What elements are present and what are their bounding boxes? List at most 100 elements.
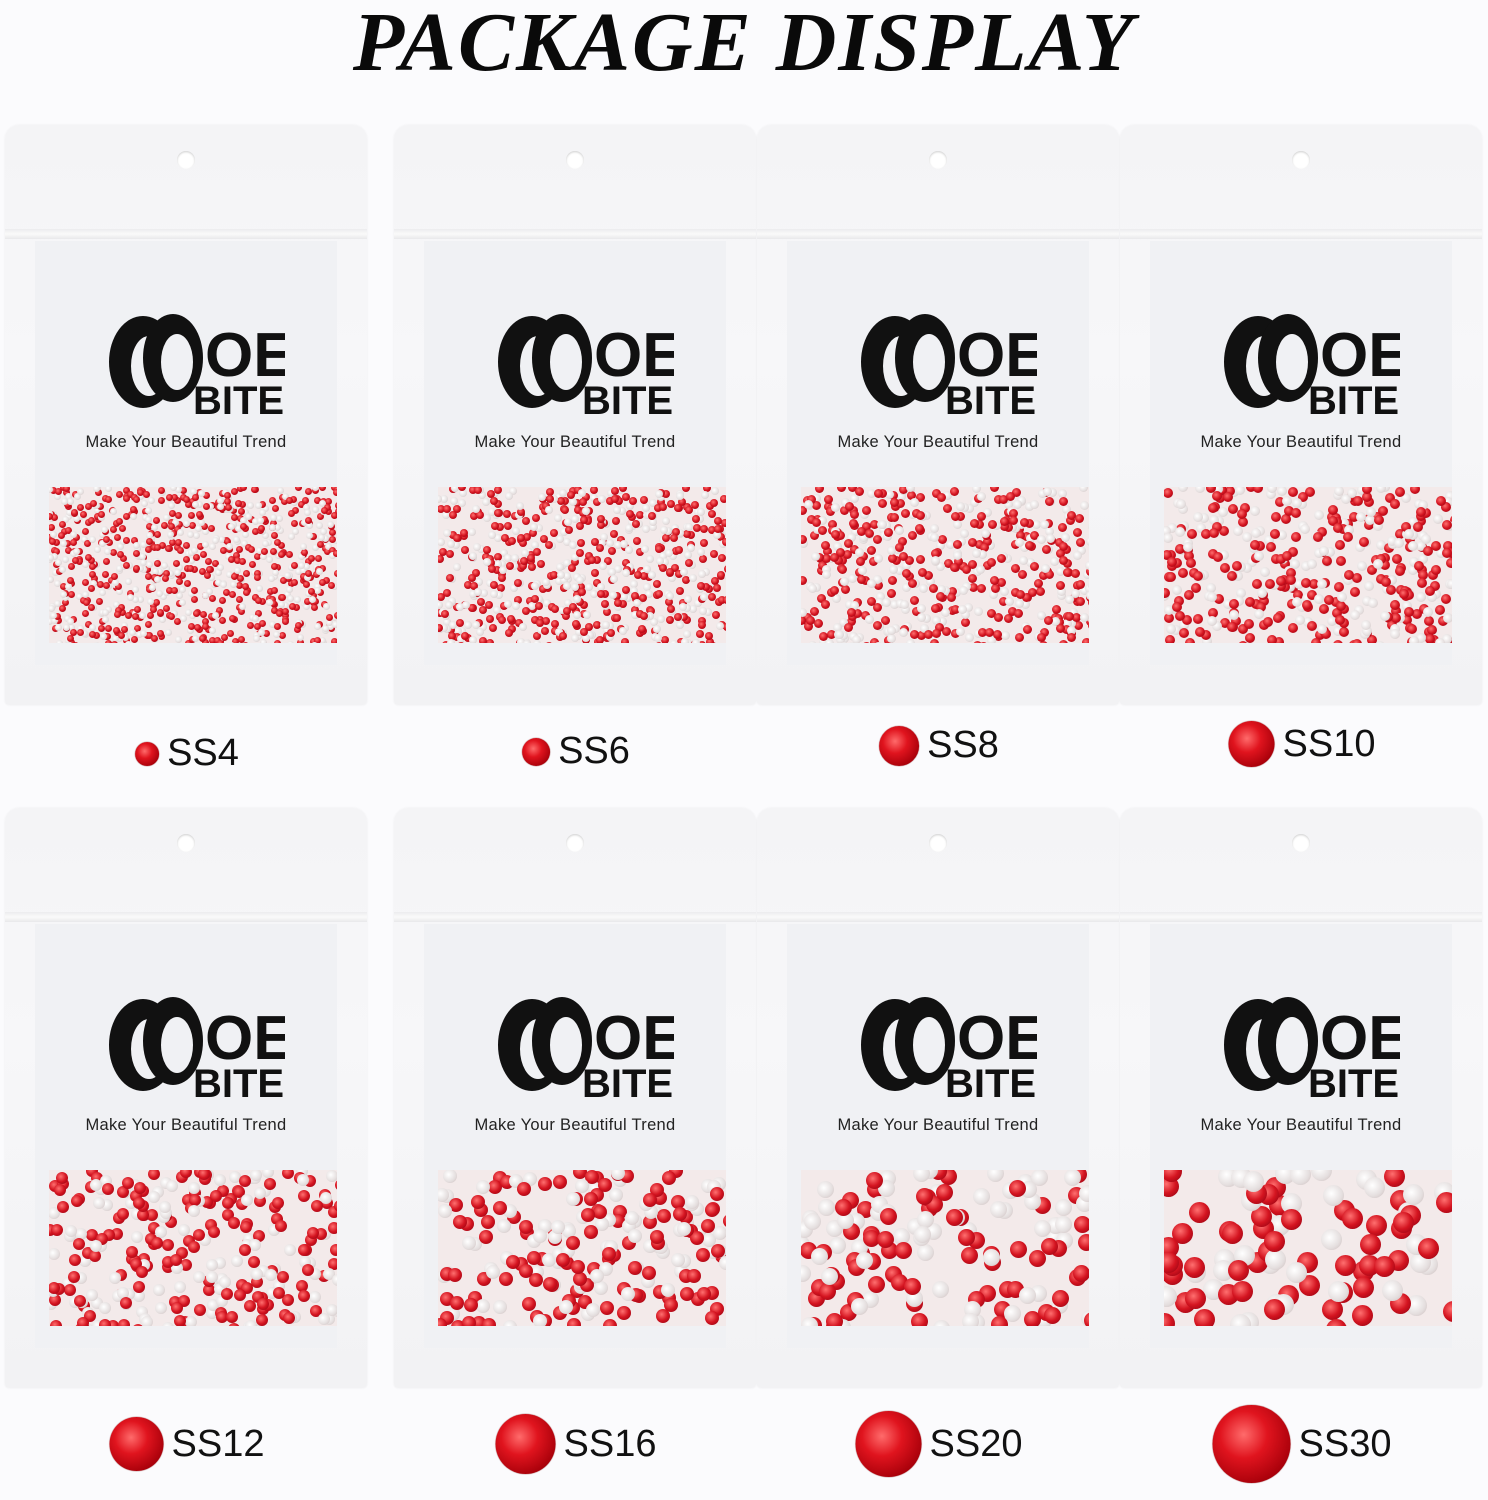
rhinestone: [696, 630, 705, 639]
rhinestone: [801, 575, 808, 585]
rhinestone: [673, 504, 682, 512]
rhinestone: [175, 591, 183, 599]
rhinestone: [1322, 1185, 1344, 1207]
rhinestone: [576, 538, 585, 547]
rhinestone: [452, 562, 461, 571]
rhinestone: [1038, 640, 1048, 643]
rhinestone: [105, 606, 113, 614]
rhinestone: [867, 596, 877, 606]
rhinestone: [327, 1258, 337, 1271]
rhinestone: [873, 488, 883, 498]
rhinestone: [898, 487, 908, 495]
rhinestone: [1292, 590, 1303, 601]
rhinestone: [1306, 559, 1317, 570]
rhinestone: [146, 523, 154, 531]
rhinestone: [629, 587, 638, 596]
rhinestone: [266, 587, 274, 595]
rhinestone: [1394, 566, 1405, 576]
rhinestone: [485, 1264, 500, 1279]
rhinestone: [572, 1170, 587, 1180]
rhinestone: [259, 620, 267, 628]
rhinestone: [1387, 535, 1398, 546]
rhinestone: [612, 506, 621, 515]
rhinestone: [914, 524, 924, 534]
rhinestone: [489, 590, 498, 599]
rhinestone: [333, 570, 337, 578]
svg-text:BITE: BITE: [193, 1062, 284, 1103]
rhinestone: [560, 528, 569, 537]
rhinestone: [1030, 500, 1040, 510]
rhinestone: [71, 508, 79, 516]
rhinestone: [207, 612, 215, 620]
red-gem-icon: [109, 1417, 164, 1471]
rhinestone: [186, 564, 194, 572]
rhinestone: [1072, 1264, 1089, 1282]
rhinestone: [544, 540, 553, 549]
rhinestone: [1332, 639, 1343, 643]
rhinestone: [1310, 1170, 1332, 1181]
rhinestone: [1343, 524, 1354, 535]
rhinestone: [1165, 624, 1176, 635]
rhinestone: [558, 605, 567, 614]
rhinestone: [145, 545, 153, 553]
rhinestone: [593, 579, 602, 588]
rhinestone: [239, 557, 247, 565]
rhinestone: [1376, 539, 1387, 550]
rhinestone: [270, 563, 278, 571]
rhinestone: [65, 527, 73, 535]
rhinestone: [698, 620, 707, 629]
hang-hole: [566, 834, 584, 852]
rhinestone: [1238, 623, 1249, 634]
rhinestone: [665, 597, 674, 606]
rhinestone: [183, 556, 191, 564]
rhinestone: [809, 530, 819, 540]
rhinestone: [881, 615, 890, 625]
rhinestone: [1008, 523, 1018, 533]
rhinestone: [89, 1178, 102, 1191]
rhinestone: [614, 603, 623, 612]
rhinestone: [51, 569, 59, 577]
rhinestone: [1241, 532, 1252, 542]
rhinestone: [1352, 1277, 1374, 1299]
rhinestone-window: [1164, 1170, 1452, 1326]
rhinestone: [152, 517, 160, 524]
rhinestone: [224, 491, 232, 499]
rhinestone: [163, 513, 171, 521]
rhinestone: [913, 1226, 931, 1244]
rhinestone: [92, 487, 100, 493]
rhinestone: [195, 501, 203, 509]
rhinestone: [253, 553, 261, 561]
rhinestone: [184, 500, 192, 508]
rhinestone: [1232, 526, 1243, 537]
rhinestone: [1025, 534, 1035, 544]
rhinestone: [1296, 601, 1307, 612]
rhinestone: [228, 556, 235, 564]
rhinestone: [230, 513, 238, 521]
rhinestone: [1365, 514, 1376, 525]
rhinestone: [1361, 487, 1372, 494]
rhinestone-window: [438, 1170, 726, 1326]
rhinestone: [1343, 532, 1354, 543]
rhinestone: [1285, 1262, 1307, 1284]
rhinestone: [333, 612, 337, 620]
rhinestone: [674, 545, 683, 554]
rhinestone: [99, 539, 107, 547]
rhinestone: [848, 519, 858, 529]
rhinestone: [469, 590, 478, 599]
rhinestone: [328, 582, 336, 590]
rhinestone: [49, 1281, 60, 1294]
rhinestone: [334, 508, 337, 516]
rhinestone: [110, 572, 118, 580]
rhinestone: [592, 498, 601, 507]
rhinestone: [76, 593, 84, 601]
rhinestone: [885, 490, 895, 500]
red-gem-icon: [522, 737, 551, 766]
rhinestone: [1417, 578, 1428, 589]
rhinestone: [270, 514, 277, 522]
rhinestone: [586, 631, 595, 640]
rhinestone: [223, 537, 231, 545]
rhinestone: [320, 506, 328, 514]
rhinestone: [568, 541, 577, 550]
rhinestone: [906, 487, 916, 493]
rhinestone: [50, 513, 58, 521]
